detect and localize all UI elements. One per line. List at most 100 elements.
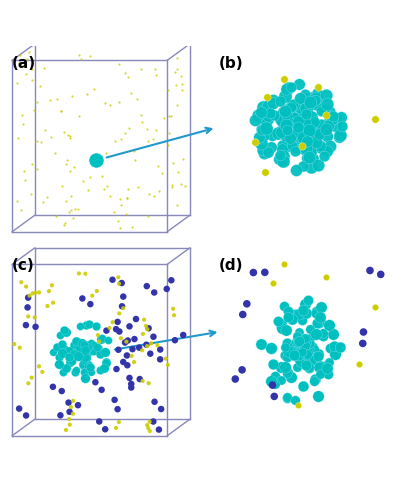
Point (284, 126, 290, 134)
Point (339, 122, 346, 130)
Point (124, 352, 130, 360)
Point (313, 330, 319, 338)
Point (304, 102, 311, 110)
Point (299, 348, 306, 356)
Point (289, 102, 295, 110)
Point (309, 130, 316, 138)
Point (295, 334, 302, 342)
Point (70, 214, 76, 222)
Point (322, 362, 328, 370)
Point (37, 82, 44, 90)
Point (115, 60, 122, 68)
Point (298, 125, 305, 133)
Point (250, 268, 257, 276)
Point (143, 322, 149, 330)
Point (109, 318, 116, 326)
Point (281, 302, 287, 310)
Point (169, 182, 175, 190)
Point (44, 302, 51, 310)
Point (291, 102, 297, 110)
Point (56, 352, 62, 360)
Point (77, 340, 83, 348)
Point (327, 142, 333, 150)
Point (305, 139, 312, 147)
Point (32, 288, 38, 296)
Point (82, 346, 88, 354)
Point (83, 321, 89, 329)
Point (315, 83, 322, 91)
Point (308, 164, 314, 172)
Point (115, 218, 121, 226)
Point (306, 363, 312, 371)
Point (329, 330, 336, 338)
Point (155, 162, 162, 170)
Point (47, 96, 53, 104)
Point (308, 332, 315, 340)
Point (144, 421, 151, 429)
Point (87, 300, 93, 308)
Point (329, 115, 335, 123)
Point (325, 370, 332, 378)
Point (296, 348, 302, 356)
Point (268, 344, 274, 351)
Point (171, 68, 178, 76)
Point (311, 345, 318, 353)
Point (297, 356, 303, 364)
Point (290, 122, 297, 130)
Point (282, 351, 288, 359)
Point (302, 128, 308, 136)
Point (52, 149, 59, 157)
Point (23, 282, 29, 290)
Point (41, 64, 47, 72)
Point (257, 138, 264, 146)
Point (118, 200, 124, 208)
Point (81, 368, 88, 376)
Point (296, 130, 303, 138)
Point (284, 112, 290, 120)
Point (283, 110, 289, 118)
Point (285, 346, 292, 354)
Point (65, 398, 72, 406)
Point (11, 340, 18, 348)
Point (89, 292, 95, 300)
Point (323, 272, 330, 280)
Point (284, 132, 291, 140)
Point (309, 117, 315, 125)
Point (288, 117, 295, 125)
Point (122, 69, 128, 77)
Point (302, 309, 309, 317)
Point (68, 206, 74, 214)
Point (292, 346, 299, 354)
Point (277, 97, 284, 105)
Point (85, 343, 91, 351)
Point (84, 354, 91, 362)
Point (288, 316, 295, 324)
Point (327, 344, 334, 352)
Point (73, 340, 80, 348)
Point (107, 192, 113, 200)
Point (68, 192, 75, 200)
Point (61, 326, 68, 334)
Point (81, 346, 87, 354)
Point (293, 166, 300, 174)
Point (279, 145, 286, 153)
Point (103, 326, 110, 334)
Point (77, 338, 83, 346)
Point (290, 352, 297, 360)
Point (263, 124, 269, 132)
Point (102, 358, 109, 366)
Point (81, 356, 88, 364)
Point (322, 126, 329, 134)
Point (296, 328, 303, 336)
Point (133, 315, 139, 323)
Point (295, 336, 302, 344)
Point (29, 64, 35, 72)
Point (255, 110, 262, 118)
Point (319, 329, 326, 337)
Point (291, 126, 298, 134)
Point (309, 154, 316, 162)
Point (55, 360, 62, 368)
Point (95, 331, 101, 339)
Point (120, 292, 126, 300)
Point (86, 320, 92, 328)
